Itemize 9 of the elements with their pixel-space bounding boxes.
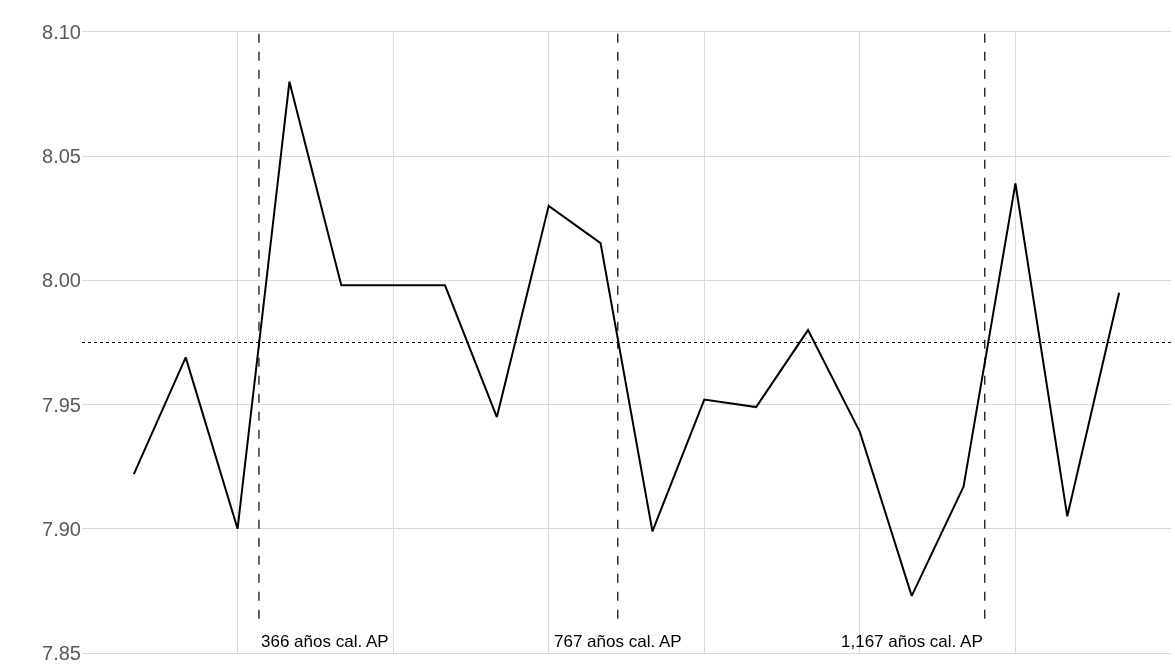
annotation: 366 años cal. AP	[261, 632, 389, 651]
y-tick-label: 7.95	[42, 393, 81, 416]
annotation: 1,167 años cal. AP	[841, 632, 983, 651]
y-tick-label: 8.10	[42, 21, 81, 43]
y-tick-label: 7.90	[42, 517, 81, 540]
y-tick-label: 8.05	[42, 145, 81, 168]
annotation: 767 años cal. AP	[554, 632, 682, 651]
y-tick-label: 8.00	[42, 269, 81, 292]
y-tick-label: 7.85	[42, 642, 81, 664]
